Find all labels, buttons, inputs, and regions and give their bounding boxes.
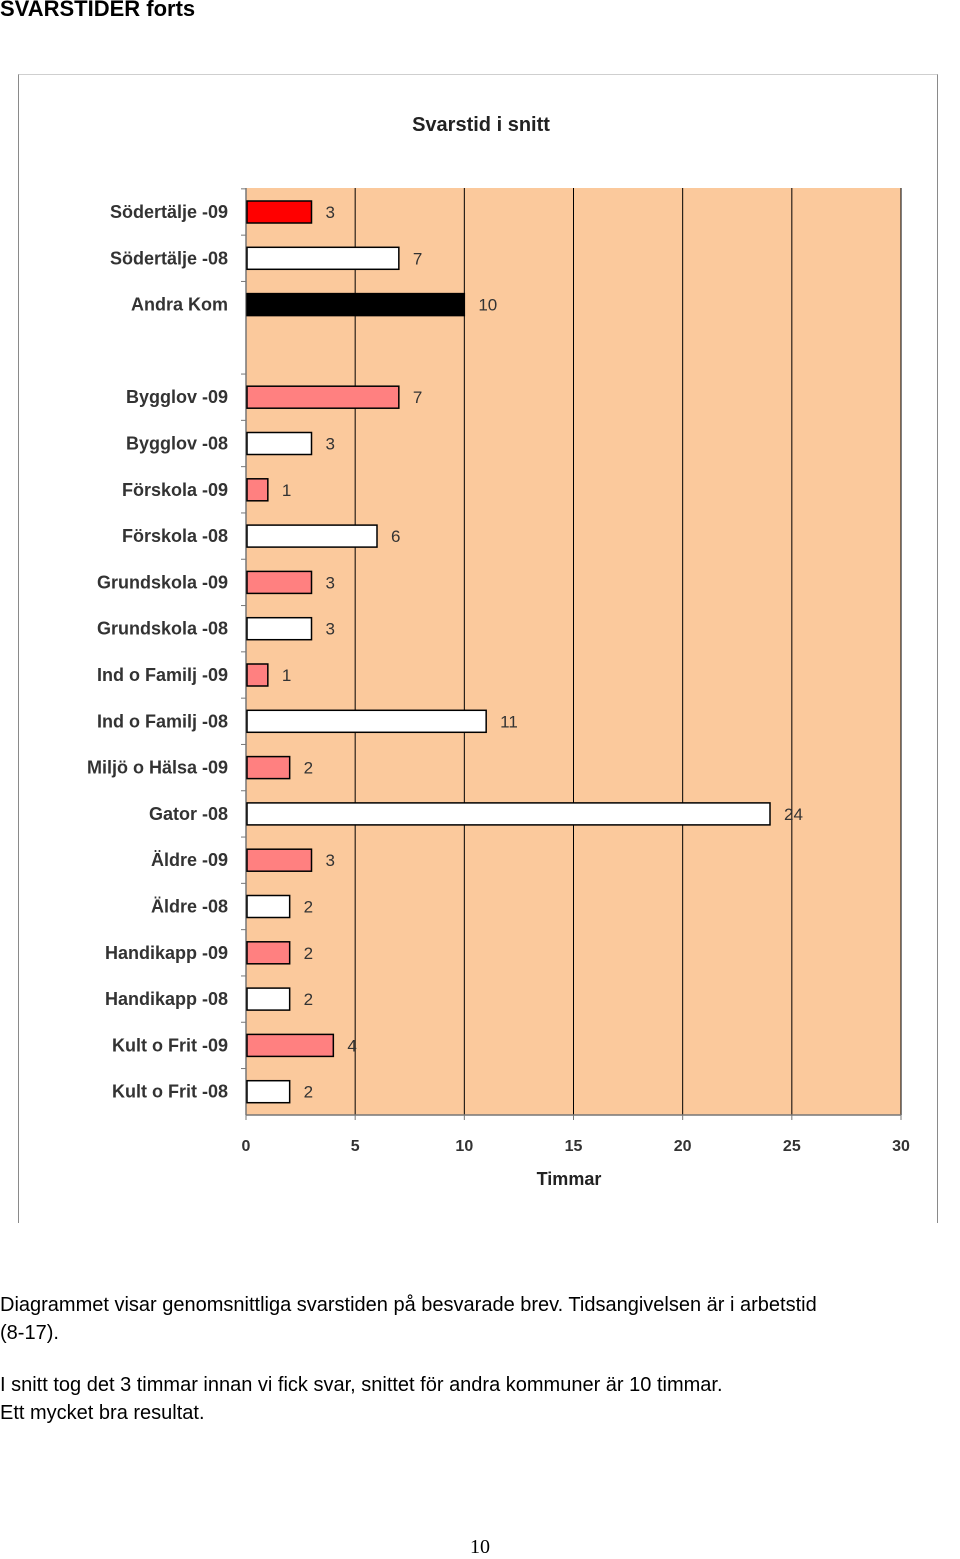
- category-label: Äldre -09: [151, 850, 228, 870]
- category-label: Kult o Frit -08: [112, 1082, 228, 1102]
- data-label: 1: [282, 481, 291, 500]
- bar: [246, 1079, 291, 1104]
- bar: [246, 1033, 335, 1058]
- bar: [246, 802, 771, 826]
- x-tick-label: 0: [242, 1138, 251, 1155]
- data-label: 3: [326, 435, 335, 454]
- category-label: Förskola -09: [122, 480, 228, 500]
- data-label: 2: [304, 759, 313, 778]
- data-label: 2: [304, 1083, 313, 1102]
- bar: [246, 292, 466, 317]
- bar: [246, 246, 400, 271]
- bar: [246, 941, 291, 965]
- category-label: Handikapp -08: [105, 989, 228, 1009]
- category-label: Kult o Frit -09: [112, 1035, 228, 1055]
- x-tick-label: 30: [892, 1138, 910, 1155]
- x-tick-label: 10: [455, 1138, 473, 1155]
- description-line-1: Diagrammet visar genomsnittliga svarstid…: [0, 1294, 817, 1316]
- bar: [246, 663, 269, 687]
- category-label: Grundskola -08: [97, 619, 228, 639]
- category-label: Äldre -08: [151, 897, 228, 917]
- x-tick-label: 25: [783, 1138, 801, 1155]
- bar: [246, 431, 313, 456]
- summary-line-1: I snitt tog det 3 timmar innan vi fick s…: [0, 1374, 723, 1396]
- bar: [246, 709, 487, 734]
- description-line-2: (8-17).: [0, 1322, 59, 1344]
- bar: [246, 987, 291, 1011]
- data-label: 3: [326, 620, 335, 639]
- page-number: 10: [470, 1536, 490, 1558]
- data-label: 2: [304, 944, 313, 963]
- page-heading: SVARSTIDER forts: [0, 0, 196, 21]
- data-label: 11: [500, 712, 518, 731]
- category-label: Södertälje -08: [110, 248, 228, 268]
- data-label: 4: [347, 1036, 356, 1055]
- data-label: 24: [784, 805, 803, 824]
- category-label: Bygglov -09: [126, 387, 228, 407]
- category-label: Grundskola -09: [97, 572, 228, 592]
- data-label: 3: [326, 573, 335, 592]
- bar: [246, 570, 313, 595]
- bar: [246, 200, 313, 224]
- bar: [246, 848, 313, 872]
- bar: [246, 524, 378, 548]
- x-tick-label: 15: [565, 1138, 583, 1155]
- data-label: 2: [304, 990, 313, 1009]
- category-label: Södertälje -09: [110, 202, 228, 222]
- category-label: Gator -08: [149, 804, 228, 824]
- category-label: Förskola -08: [122, 526, 228, 546]
- summary-line-2: Ett mycket bra resultat.: [0, 1402, 205, 1424]
- category-label: Ind o Familj -09: [97, 665, 228, 685]
- category-label: Bygglov -08: [126, 434, 228, 454]
- data-label: 10: [478, 296, 497, 315]
- data-label: 2: [304, 898, 313, 917]
- bar: [246, 894, 291, 919]
- bar-chart: Svarstid i snitt 0 5 10 15 20 25 30 Södertälje …: [87, 114, 910, 1189]
- x-axis-title: Timmar: [537, 1169, 602, 1189]
- bar: [246, 616, 313, 641]
- x-tick-label: 5: [351, 1138, 360, 1155]
- bar: [246, 385, 400, 409]
- category-label: Andra Kom: [131, 295, 228, 315]
- x-tick-label: 20: [674, 1138, 692, 1155]
- category-label: Miljö o Hälsa -09: [87, 758, 228, 778]
- chart-title: Svarstid i snitt: [412, 114, 550, 136]
- data-label: 7: [413, 388, 422, 407]
- data-label: 1: [282, 666, 291, 685]
- bar: [246, 478, 269, 502]
- category-label: Ind o Familj -08: [97, 711, 228, 731]
- category-label: Handikapp -09: [105, 943, 228, 963]
- data-label: 3: [326, 851, 335, 870]
- data-label: 3: [326, 203, 335, 222]
- bar: [246, 755, 291, 780]
- chart-frame: Svarstid i snitt 0 5 10 15 20 25 30 Södertälje …: [18, 74, 938, 1223]
- data-label: 6: [391, 527, 400, 546]
- data-label: 7: [413, 249, 422, 268]
